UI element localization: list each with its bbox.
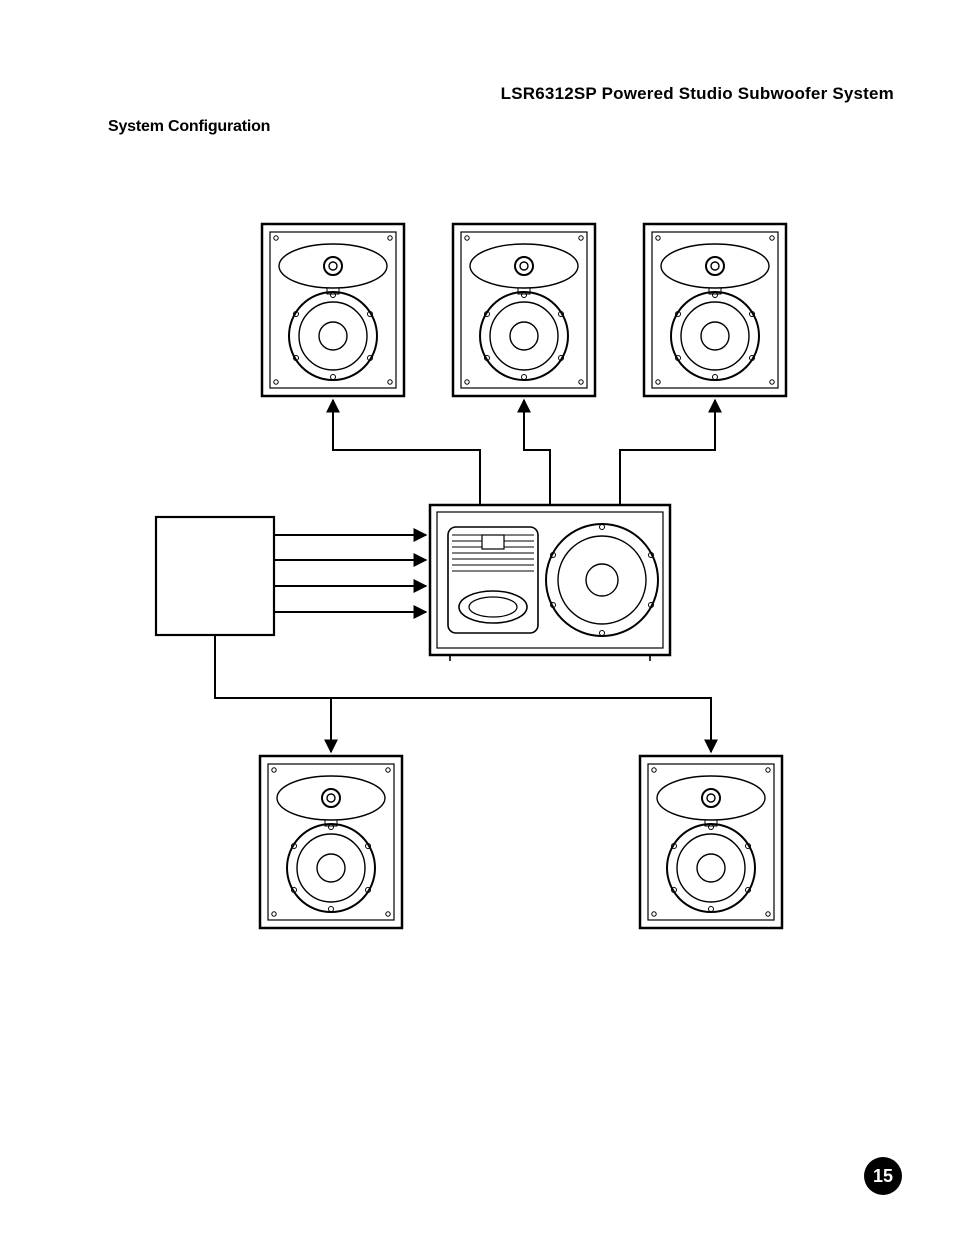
edge-sub-to-top-0 xyxy=(333,400,480,505)
monitor-front-center xyxy=(453,224,595,396)
edge-sub-to-top-2 xyxy=(620,400,715,505)
monitor-front-right xyxy=(644,224,786,396)
page-number-value: 15 xyxy=(873,1166,893,1187)
edge-source-to-rear-right xyxy=(215,698,711,752)
monitor-front-left xyxy=(262,224,404,396)
system-configuration-diagram xyxy=(0,0,954,1235)
edge-source-to-rear-left xyxy=(215,635,331,752)
page-number-badge: 15 xyxy=(864,1157,902,1195)
document-page: LSR6312SP Powered Studio Subwoofer Syste… xyxy=(0,0,954,1235)
source-box xyxy=(156,517,274,635)
subwoofer-unit xyxy=(430,505,670,661)
edge-sub-to-top-1 xyxy=(524,400,550,505)
monitor-rear-left xyxy=(260,756,402,928)
monitor-rear-right xyxy=(640,756,782,928)
